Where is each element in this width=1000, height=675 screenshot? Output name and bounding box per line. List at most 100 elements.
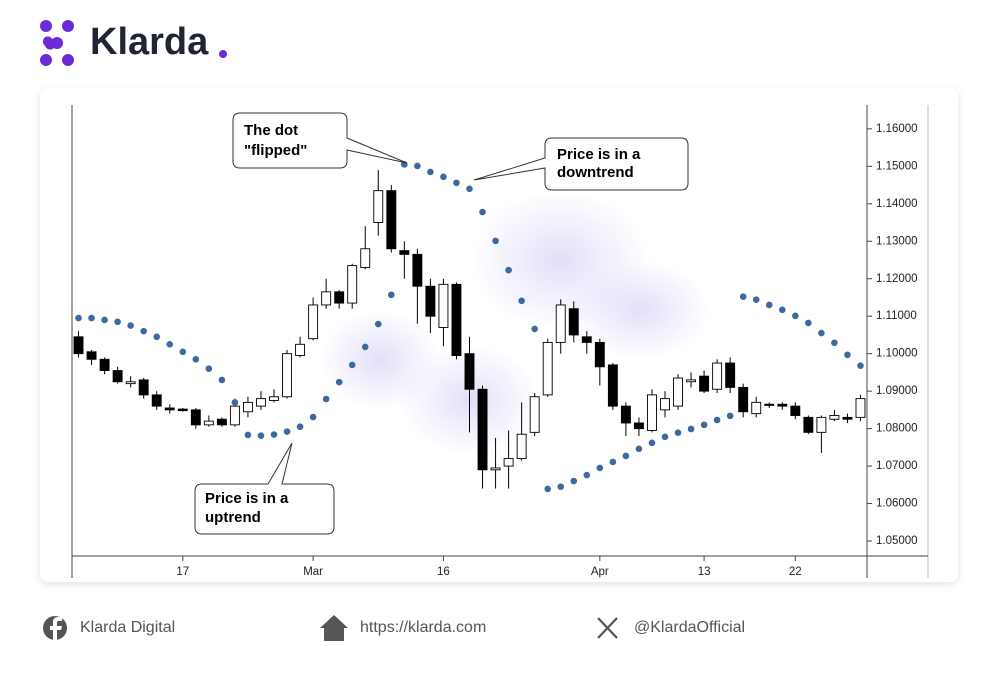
candle-body [516, 433, 527, 460]
candle-body [373, 190, 384, 223]
candle-body [438, 283, 449, 328]
sar-dot [739, 293, 747, 301]
candle-body [477, 388, 488, 471]
logo-icon [40, 20, 74, 66]
footer-x[interactable]: @KlardaOfficial [634, 619, 745, 636]
candle-body [86, 351, 97, 360]
x-tick-label: 17 [176, 566, 189, 578]
sar-dot [713, 416, 721, 424]
x-tick-label: 16 [437, 566, 450, 578]
candle-body [647, 394, 657, 431]
facebook-icon [43, 616, 67, 640]
sar-dot [192, 355, 200, 363]
candle-body [99, 358, 110, 371]
sar-dot [752, 296, 760, 304]
candle-body [464, 353, 475, 390]
sar-dot [257, 432, 265, 440]
candle-body [764, 403, 775, 406]
candle-body [347, 265, 358, 304]
plot [73, 161, 866, 493]
candle-body [151, 394, 162, 407]
candle-body [386, 190, 397, 250]
y-tick-label: 1.12000 [876, 273, 918, 285]
footer-website[interactable]: https://klarda.com [360, 619, 486, 636]
background-glow [320, 190, 710, 455]
sar-dot [466, 185, 473, 193]
annotation-text: downtrend [557, 164, 634, 181]
sar-dot [544, 485, 551, 493]
candle-body [699, 375, 710, 392]
x-tick-label: 13 [698, 566, 711, 578]
sar-dot [309, 413, 317, 421]
candle-body [490, 467, 501, 471]
sar-dot [153, 333, 161, 341]
candle-body [686, 379, 697, 383]
sar-dot [505, 266, 512, 274]
candle-body [777, 403, 788, 407]
sar-dot [518, 297, 525, 305]
annotation-text: Price is in a [205, 490, 289, 507]
candle-body [633, 422, 644, 430]
sar-dot [114, 318, 121, 326]
sar-dot [335, 378, 343, 386]
candle-body [412, 253, 423, 287]
sar-dot [361, 343, 369, 351]
brand: Klarda [90, 21, 209, 63]
sar-dot [596, 464, 604, 472]
candle-body [138, 379, 149, 396]
footer-facebook[interactable]: Klarda Digital [80, 619, 175, 636]
candle-body [125, 381, 136, 385]
candle-body [581, 336, 592, 343]
y-tick-label: 1.09000 [876, 385, 918, 397]
sar-dot [778, 306, 786, 314]
candle-body [751, 401, 762, 415]
annotation-text: The dot [244, 122, 298, 139]
candle-body [542, 341, 553, 396]
sar-dot [440, 173, 447, 181]
candle-body [256, 398, 266, 407]
candle-body [269, 396, 279, 401]
candle-body [282, 353, 292, 398]
sar-dot [414, 162, 421, 170]
card [40, 88, 958, 582]
sar-dot [101, 316, 108, 324]
candle-body [203, 420, 214, 426]
sar-dot [75, 314, 82, 322]
candle-body [790, 405, 801, 416]
candle-body [73, 336, 84, 355]
candle-body [725, 362, 736, 388]
y-tick-label: 1.07000 [876, 460, 918, 472]
sar-dot [140, 327, 147, 335]
brand-dot [219, 50, 227, 58]
sar-dot [857, 362, 864, 369]
annotation-text: uptrend [205, 509, 261, 526]
candle-body [803, 416, 814, 433]
sar-dot [609, 458, 617, 466]
sar-dot [244, 431, 252, 439]
sar-dot [805, 319, 812, 327]
candle-body [451, 283, 462, 356]
candle-body [594, 341, 605, 368]
sar-dot [726, 412, 734, 420]
sar-dot [831, 339, 838, 347]
sar-dot [479, 208, 486, 216]
y-tick-label: 1.14000 [876, 198, 918, 210]
candle-body [321, 291, 332, 306]
candle-body [503, 458, 514, 467]
x-tick-label: 22 [789, 566, 802, 578]
home-icon [320, 615, 348, 641]
y-tick-label: 1.11000 [876, 310, 917, 322]
sar-dot [492, 237, 499, 245]
sar-dot [674, 429, 682, 437]
candle-body [425, 285, 436, 317]
sar-dot [557, 483, 565, 490]
candle-body [620, 405, 631, 424]
annotation-text: Price is in a [557, 146, 641, 163]
candle-body [164, 407, 175, 411]
sar-dot [322, 395, 330, 403]
candle-body [829, 415, 840, 420]
candle-body [816, 416, 827, 433]
x-tick-label: Apr [591, 566, 609, 578]
sar-dot [661, 433, 669, 441]
y-tick-label: 1.16000 [876, 123, 918, 135]
